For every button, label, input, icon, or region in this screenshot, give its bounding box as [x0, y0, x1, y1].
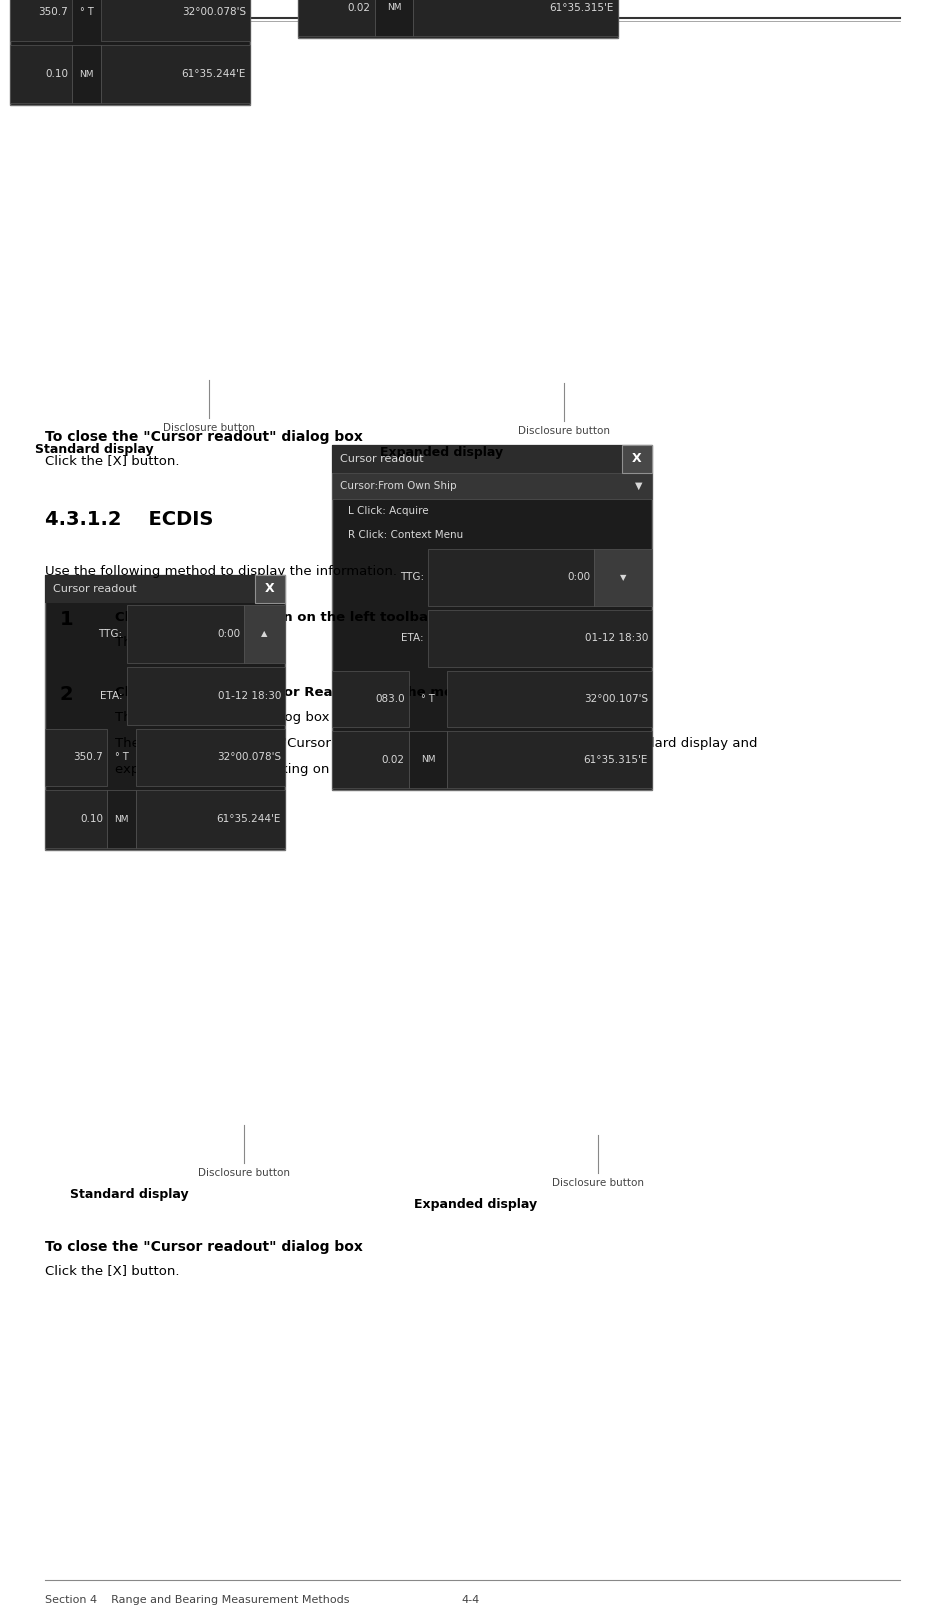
- Text: 1: 1: [60, 609, 73, 629]
- Text: Expanded display: Expanded display: [414, 1198, 537, 1211]
- Text: 61°35.315'E: 61°35.315'E: [583, 755, 648, 765]
- Text: The display mode of the "Cursor readout" dialog can be switched between standard: The display mode of the "Cursor readout"…: [115, 738, 758, 751]
- Text: Expanded display: Expanded display: [380, 446, 503, 459]
- Bar: [298, 0, 618, 37]
- Text: 350.7: 350.7: [73, 752, 104, 762]
- Text: Cursor readout: Cursor readout: [340, 454, 423, 464]
- Bar: [332, 671, 408, 728]
- Bar: [10, 0, 250, 105]
- Text: 350.7: 350.7: [39, 8, 69, 18]
- Bar: [45, 575, 285, 849]
- Bar: [255, 575, 285, 603]
- Bar: [102, 0, 250, 41]
- Bar: [136, 791, 285, 848]
- Bar: [332, 446, 652, 789]
- Text: To close the "Cursor readout" dialog box: To close the "Cursor readout" dialog box: [45, 430, 363, 444]
- Bar: [332, 446, 652, 473]
- Text: 0:00: 0:00: [217, 629, 240, 639]
- Text: The "Cursor readout" dialog box appears.: The "Cursor readout" dialog box appears.: [115, 712, 391, 725]
- Text: ▼: ▼: [634, 481, 642, 491]
- Text: Section 4    Range and Bearing Measurement Methods: Section 4 Range and Bearing Measurement …: [45, 1595, 349, 1605]
- Text: L Click: Acquire: L Click: Acquire: [348, 506, 428, 515]
- Text: 4.3.1.2    ECDIS: 4.3.1.2 ECDIS: [45, 511, 214, 528]
- Text: X: X: [632, 452, 642, 465]
- Text: To close the "Cursor readout" dialog box: To close the "Cursor readout" dialog box: [45, 1240, 363, 1255]
- Text: NM: NM: [421, 755, 436, 763]
- Bar: [595, 550, 652, 606]
- Bar: [45, 728, 107, 786]
- Text: 0.10: 0.10: [45, 70, 69, 79]
- Text: ETA:: ETA:: [100, 691, 122, 700]
- Bar: [127, 666, 285, 725]
- Text: NM: NM: [387, 3, 401, 11]
- Text: NM: NM: [115, 815, 129, 823]
- Text: The menu is displayed.: The menu is displayed.: [115, 635, 270, 648]
- Text: Click the [Menu] button on the left toolbar.: Click the [Menu] button on the left tool…: [115, 609, 438, 622]
- Text: NM: NM: [80, 70, 94, 79]
- Bar: [136, 728, 285, 786]
- Text: TTG:: TTG:: [400, 572, 424, 582]
- Text: Disclosure button: Disclosure button: [199, 1169, 290, 1178]
- Bar: [622, 446, 652, 473]
- Text: Standard display: Standard display: [35, 443, 153, 456]
- Bar: [447, 731, 652, 788]
- Text: Use the following method to display the information.: Use the following method to display the …: [45, 566, 397, 579]
- Bar: [332, 731, 408, 788]
- Text: R Click: Context Menu: R Click: Context Menu: [348, 530, 463, 540]
- Text: 32°00.078'S: 32°00.078'S: [216, 752, 281, 762]
- Text: 2: 2: [60, 686, 73, 704]
- Text: 0.02: 0.02: [348, 3, 371, 13]
- Text: 61°35.315'E: 61°35.315'E: [550, 3, 614, 13]
- Text: 083.0: 083.0: [375, 694, 405, 704]
- Text: Disclosure button: Disclosure button: [163, 423, 255, 433]
- Text: Standard display: Standard display: [70, 1188, 188, 1201]
- Text: 61°35.244'E: 61°35.244'E: [182, 70, 246, 79]
- Text: 01-12 18:30: 01-12 18:30: [584, 634, 648, 644]
- Text: ETA:: ETA:: [402, 634, 424, 644]
- Text: 32°00.078'S: 32°00.078'S: [182, 8, 246, 18]
- Bar: [408, 731, 447, 788]
- Text: Cursor readout: Cursor readout: [53, 584, 136, 593]
- Text: 32°00.107'S: 32°00.107'S: [583, 694, 648, 704]
- Bar: [45, 575, 285, 603]
- Bar: [127, 605, 245, 663]
- Bar: [428, 550, 595, 606]
- Bar: [245, 605, 285, 663]
- Text: 0.10: 0.10: [80, 814, 104, 823]
- Bar: [45, 791, 107, 848]
- Text: Click the [X] button.: Click the [X] button.: [45, 1264, 180, 1277]
- Text: 01-12 18:30: 01-12 18:30: [217, 691, 281, 700]
- Text: ▼: ▼: [620, 572, 627, 582]
- Text: TTG:: TTG:: [99, 629, 122, 639]
- Bar: [413, 0, 618, 36]
- Text: ° T: ° T: [80, 8, 94, 18]
- Bar: [72, 45, 102, 104]
- Text: Disclosure button: Disclosure button: [518, 426, 610, 436]
- Bar: [298, 0, 375, 36]
- Bar: [10, 0, 72, 41]
- Bar: [10, 45, 72, 104]
- Text: ° T: ° T: [422, 694, 435, 704]
- Text: 4-4: 4-4: [461, 1595, 480, 1605]
- Text: Disclosure button: Disclosure button: [551, 1178, 644, 1188]
- Bar: [107, 791, 136, 848]
- Text: Click on [Tools] - [Cursor Readout] on the menu.: Click on [Tools] - [Cursor Readout] on t…: [115, 686, 477, 699]
- Text: 0:00: 0:00: [567, 572, 590, 582]
- Text: expanded display by clicking on the Disclosure button.: expanded display by clicking on the Disc…: [115, 763, 481, 776]
- Text: ° T: ° T: [115, 752, 129, 762]
- Text: X: X: [265, 582, 275, 595]
- Bar: [332, 473, 652, 499]
- Bar: [375, 0, 413, 36]
- Bar: [428, 609, 652, 666]
- Text: Click the [X] button.: Click the [X] button.: [45, 454, 180, 467]
- Bar: [102, 45, 250, 104]
- Bar: [447, 671, 652, 728]
- Text: 61°35.244'E: 61°35.244'E: [216, 814, 281, 823]
- Text: 0.02: 0.02: [382, 755, 405, 765]
- Text: Cursor:From Own Ship: Cursor:From Own Ship: [340, 481, 456, 491]
- Text: ▲: ▲: [262, 629, 268, 639]
